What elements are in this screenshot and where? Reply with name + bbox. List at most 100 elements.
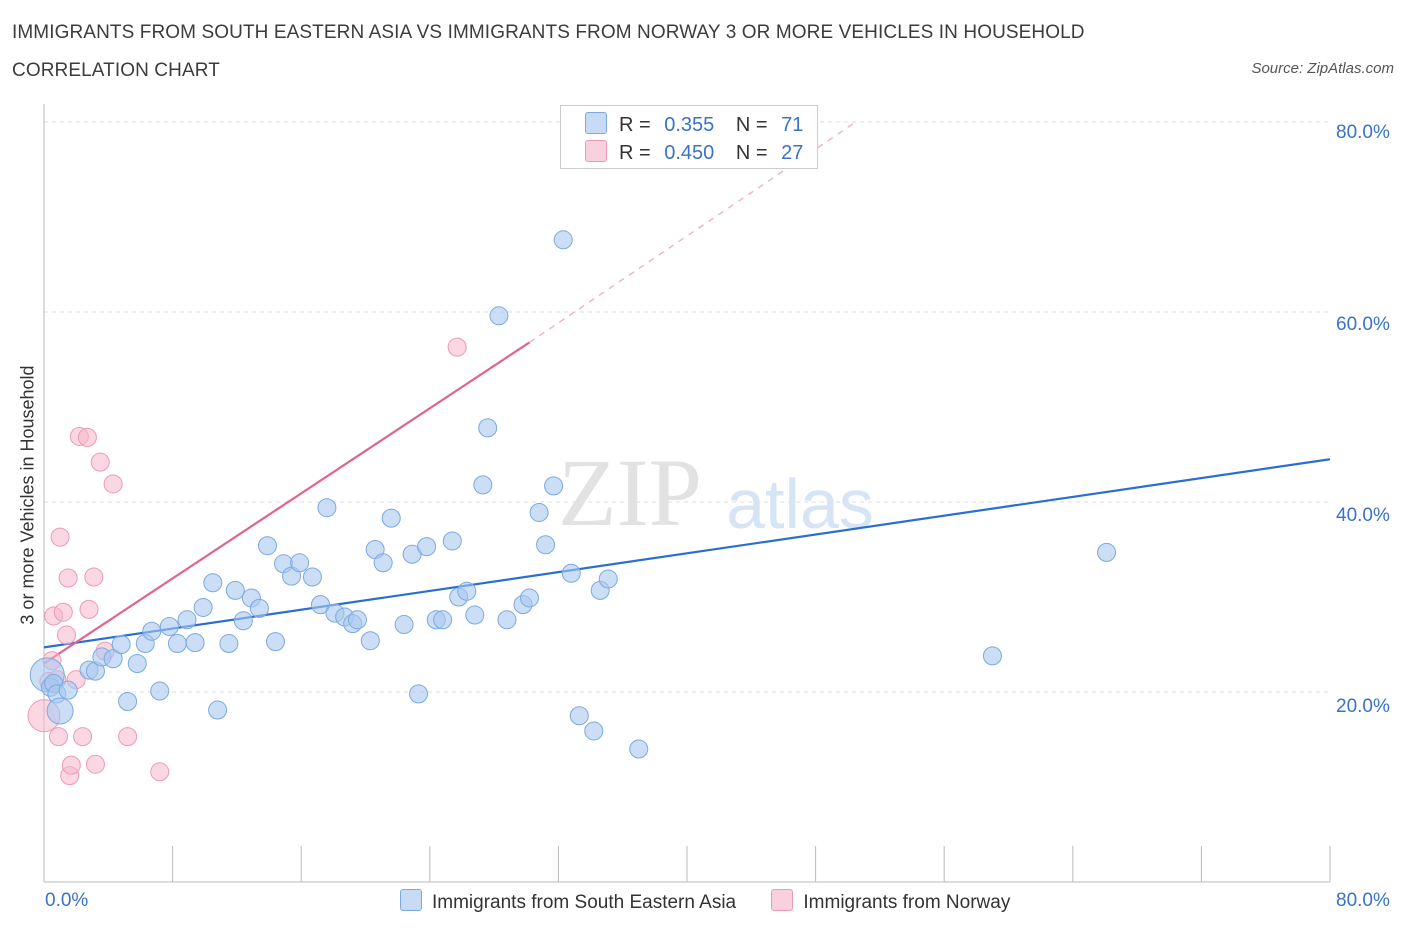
legend-row-sea: R = 0.355 N = 71 (585, 112, 803, 138)
point-norway (84, 567, 104, 587)
series-legend-label-norway: Immigrants from Norway (803, 892, 1011, 913)
point-sea (142, 621, 162, 641)
watermark-atlas: atlas (726, 465, 874, 543)
point-sea (347, 610, 367, 630)
point-norway (118, 727, 138, 747)
point-sea (497, 610, 517, 630)
point-sea (302, 567, 322, 587)
series-legend: Immigrants from South Eastern Asia Immig… (400, 889, 1040, 914)
legend-swatch-norway (585, 140, 607, 162)
point-sea (629, 739, 649, 759)
point-sea (317, 498, 337, 518)
point-sea (1097, 542, 1117, 562)
legend-n-label: N = (735, 114, 768, 136)
point-sea (561, 563, 581, 583)
legend-r-label: R = (619, 114, 651, 136)
x-tick-label-min: 0.0% (45, 890, 89, 911)
point-sea (584, 721, 604, 741)
point-sea (159, 616, 179, 636)
point-sea (519, 588, 539, 608)
y-axis-title: 3 or more Vehicles in Household (17, 365, 38, 625)
point-sea (473, 475, 493, 495)
gridlines (44, 121, 1330, 693)
source-label: Source: ZipAtlas.com (1251, 60, 1394, 77)
point-norway (79, 599, 99, 619)
point-norway (77, 427, 97, 447)
point-sea (46, 697, 74, 725)
point-sea (177, 610, 197, 630)
point-sea (489, 306, 509, 326)
series-legend-norway[interactable]: Immigrants from Norway (771, 889, 1010, 914)
series-swatch-sea (400, 889, 422, 911)
point-sea (290, 553, 310, 573)
legend-swatch-sea (585, 112, 607, 134)
point-sea (208, 700, 228, 720)
point-sea (203, 573, 223, 593)
point-sea (360, 631, 380, 651)
point-norway (48, 727, 68, 747)
point-sea (111, 635, 131, 654)
axes (43, 104, 1331, 883)
point-sea (103, 649, 123, 669)
point-norway (73, 727, 93, 747)
point-norway (58, 568, 78, 588)
point-sea (185, 633, 205, 653)
point-norway (50, 527, 70, 547)
point-sea (257, 536, 277, 556)
point-sea (249, 598, 269, 618)
point-sea (417, 537, 437, 557)
point-sea (167, 634, 187, 654)
legend-r-label: R = (619, 142, 651, 164)
point-norway (57, 625, 77, 645)
series-norway-points (27, 337, 467, 786)
point-sea (465, 605, 485, 625)
point-sea (457, 581, 477, 601)
point-sea (193, 597, 213, 617)
point-sea (569, 706, 589, 726)
point-norway (447, 337, 467, 357)
point-sea (373, 553, 393, 573)
correlation-legend: R = 0.355 N = 71 R = 0.450 N = 27 (560, 105, 818, 169)
series-legend-sea[interactable]: Immigrants from South Eastern Asia (400, 889, 736, 914)
point-sea (544, 476, 564, 496)
point-sea (598, 569, 618, 589)
point-norway (150, 762, 170, 782)
point-sea (553, 230, 573, 250)
point-sea (381, 508, 401, 528)
point-sea (433, 610, 453, 630)
legend-n-value-sea: 71 (781, 114, 804, 136)
point-sea (478, 418, 498, 438)
point-sea (265, 632, 285, 652)
y-tick-label-20: 20.0% (1336, 696, 1390, 717)
point-sea (150, 681, 170, 701)
y-tick-label-40: 40.0% (1336, 505, 1390, 526)
point-sea (58, 680, 78, 700)
chart-title: IMMIGRANTS FROM SOUTH EASTERN ASIA VS IM… (12, 22, 1085, 81)
point-sea (127, 654, 147, 673)
point-sea (118, 692, 138, 711)
point-norway (90, 452, 110, 472)
point-sea (442, 531, 462, 551)
point-sea (529, 502, 549, 522)
legend-n-label: N = (735, 142, 768, 164)
trendline-norway (43, 341, 531, 665)
point-norway (61, 755, 81, 775)
point-sea (310, 595, 330, 615)
point-sea (225, 580, 245, 600)
x-tick-label-max: 80.0% (1336, 890, 1390, 911)
series-swatch-norway (771, 889, 794, 911)
point-sea (409, 684, 429, 704)
watermark-zip: ZIP (558, 439, 702, 546)
point-sea (233, 611, 253, 631)
y-tick-label-60: 60.0% (1336, 314, 1390, 335)
y-tick-label-80: 80.0% (1336, 122, 1390, 143)
point-norway (103, 474, 123, 494)
point-sea (219, 634, 239, 654)
point-norway (85, 754, 105, 774)
legend-row-norway: R = 0.450 N = 27 (585, 140, 803, 166)
series-sea-points (29, 230, 1117, 759)
point-sea (394, 615, 414, 635)
legend-n-value-norway: 27 (781, 142, 804, 164)
point-norway (53, 602, 73, 622)
